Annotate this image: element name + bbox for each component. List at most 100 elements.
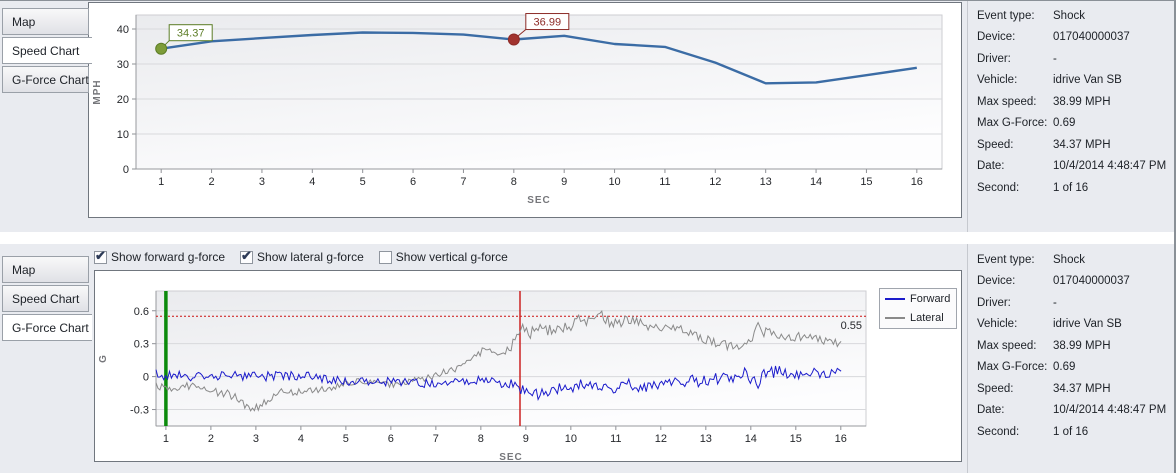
event-details-panel: Event type: Shock Device: 017040000037 Drive… — [967, 244, 1176, 473]
svg-text:5: 5 — [343, 433, 349, 445]
detail-row: Vehicle: idrive Van SB — [977, 70, 1176, 92]
detail-value: Shock — [1053, 253, 1085, 266]
gforce-checkbox-row: Show forward g-force Show lateral g-force… — [94, 247, 508, 267]
detail-row: Event type: Shock — [977, 249, 1176, 271]
detail-value: idrive Van SB — [1053, 74, 1122, 87]
detail-row: Second: 1 of 16 — [977, 177, 1176, 199]
detail-value: - — [1053, 296, 1057, 309]
svg-text:16: 16 — [911, 176, 923, 188]
svg-text:9: 9 — [561, 176, 567, 188]
svg-text:14: 14 — [745, 433, 757, 445]
svg-text:13: 13 — [700, 433, 712, 445]
svg-text:3: 3 — [259, 176, 265, 188]
detail-value: 10/4/2014 4:48:47 PM — [1053, 160, 1167, 173]
svg-text:11: 11 — [610, 433, 621, 445]
svg-text:6: 6 — [388, 433, 394, 445]
tab-map[interactable]: Map — [2, 256, 89, 283]
detail-label: Event type: — [977, 9, 1035, 22]
checkbox-label: Show vertical g-force — [395, 250, 508, 264]
svg-text:1: 1 — [163, 433, 169, 445]
show-lateral-g-force-checkbox[interactable]: Show lateral g-force — [240, 248, 364, 264]
show-vertical-g-force-checkbox[interactable]: Show vertical g-force — [378, 250, 508, 264]
detail-label: Device: — [977, 275, 1016, 288]
detail-value: 38.99 MPH — [1053, 95, 1111, 108]
svg-text:3: 3 — [253, 433, 259, 445]
checkbox-label: Show lateral g-force — [257, 250, 364, 264]
svg-text:2: 2 — [208, 433, 214, 445]
svg-text:10: 10 — [565, 433, 577, 445]
svg-text:0.55: 0.55 — [841, 320, 862, 332]
svg-text:40: 40 — [117, 24, 129, 36]
svg-text:34.37: 34.37 — [177, 28, 205, 40]
detail-value: 34.37 MPH — [1053, 138, 1111, 151]
svg-text:4: 4 — [298, 433, 304, 445]
tab-map[interactable]: Map — [2, 8, 89, 35]
gforce-chart-svg: -0.300.30.61 2 3 4 5 6 7 8 9 10 11 12 13 14 15 16GSEC0.… — [98, 290, 867, 461]
detail-value: 017040000037 — [1053, 31, 1130, 44]
detail-label: Max speed: — [977, 339, 1037, 352]
detail-label: Vehicle: — [977, 74, 1018, 87]
svg-text:SEC: SEC — [527, 195, 551, 206]
svg-text:0: 0 — [123, 164, 129, 176]
svg-text:5: 5 — [360, 176, 366, 188]
detail-value: 017040000037 — [1053, 275, 1130, 288]
gforce-chart[interactable]: -0.3 0 0.3 0.6 1 2 3 4 5 6 7 8 9 10 11 12 13 14 15 16 G SEC 0.… — [94, 270, 962, 462]
svg-text:16: 16 — [835, 433, 847, 445]
legend-line-swatch — [885, 298, 905, 300]
panel-separator — [0, 232, 1176, 244]
detail-row: Driver: - — [977, 292, 1176, 314]
svg-text:15: 15 — [860, 176, 872, 188]
svg-text:0: 0 — [143, 372, 149, 384]
tab-speed-chart[interactable]: Speed Chart — [2, 285, 89, 312]
svg-text:10: 10 — [608, 176, 620, 188]
show-forward-g-force-checkbox[interactable]: Show forward g-force — [94, 248, 225, 264]
detail-label: Date: — [977, 404, 1005, 417]
detail-value: idrive Van SB — [1053, 318, 1122, 331]
detail-value: 10/4/2014 4:48:47 PM — [1053, 404, 1167, 417]
detail-row: Date: 10/4/2014 4:48:47 PM — [977, 156, 1176, 178]
detail-row: Speed: 34.37 MPH — [977, 134, 1176, 156]
legend-entry-lateral: Lateral — [885, 312, 951, 324]
event-details-panel: Event type: Shock Device: 017040000037 Drive… — [967, 0, 1176, 232]
tab-speed-chart[interactable]: Speed Chart — [2, 37, 92, 64]
detail-label: Second: — [977, 181, 1020, 194]
detail-label: Max speed: — [977, 95, 1037, 108]
svg-text:13: 13 — [760, 176, 772, 188]
svg-text:11: 11 — [659, 176, 670, 188]
detail-row: Device: 017040000037 — [977, 27, 1176, 49]
detail-row: Max speed: 38.99 MPH — [977, 91, 1176, 113]
svg-text:8: 8 — [478, 433, 484, 445]
detail-value: 0.69 — [1053, 361, 1076, 374]
tab-gforce-chart[interactable]: G-Force Chart — [2, 66, 89, 93]
detail-row: Max speed: 38.99 MPH — [977, 335, 1176, 357]
svg-text:2: 2 — [209, 176, 215, 188]
checkbox-checked-icon[interactable] — [240, 248, 254, 264]
svg-text:9: 9 — [523, 433, 529, 445]
detail-row: Device: 017040000037 — [977, 271, 1176, 293]
legend-label: Lateral — [910, 312, 944, 324]
gforce-panel: Map Speed Chart G-Force Chart Show forwa… — [0, 244, 1176, 473]
tab-gforce-chart[interactable]: G-Force Chart — [2, 314, 92, 341]
detail-row: Vehicle: idrive Van SB — [977, 314, 1176, 336]
svg-text:-0.3: -0.3 — [130, 405, 149, 417]
svg-text:SEC: SEC — [499, 452, 523, 461]
svg-text:7: 7 — [460, 176, 466, 188]
detail-row: Speed: 34.37 MPH — [977, 378, 1176, 400]
detail-label: Driver: — [977, 296, 1011, 309]
svg-text:20: 20 — [117, 94, 129, 106]
speed-chart[interactable]: 0 10 20 30 40 1 2 3 4 5 6 7 8 9 10 11 12 13 14 15 16 MPH SEC 34… — [88, 2, 962, 218]
svg-text:0.3: 0.3 — [134, 339, 149, 351]
detail-row: Max G-Force: 0.69 — [977, 357, 1176, 379]
checkbox-unchecked-icon[interactable] — [378, 250, 392, 264]
detail-label: Driver: — [977, 52, 1011, 65]
svg-text:12: 12 — [655, 433, 667, 445]
detail-label: Event type: — [977, 253, 1035, 266]
detail-row: Event type: Shock — [977, 5, 1176, 27]
checkbox-checked-icon[interactable] — [94, 248, 107, 264]
detail-value: - — [1053, 52, 1057, 65]
svg-text:10: 10 — [117, 129, 129, 141]
svg-text:15: 15 — [790, 433, 802, 445]
detail-row: Date: 10/4/2014 4:48:47 PM — [977, 400, 1176, 422]
svg-text:36.99: 36.99 — [534, 17, 562, 29]
